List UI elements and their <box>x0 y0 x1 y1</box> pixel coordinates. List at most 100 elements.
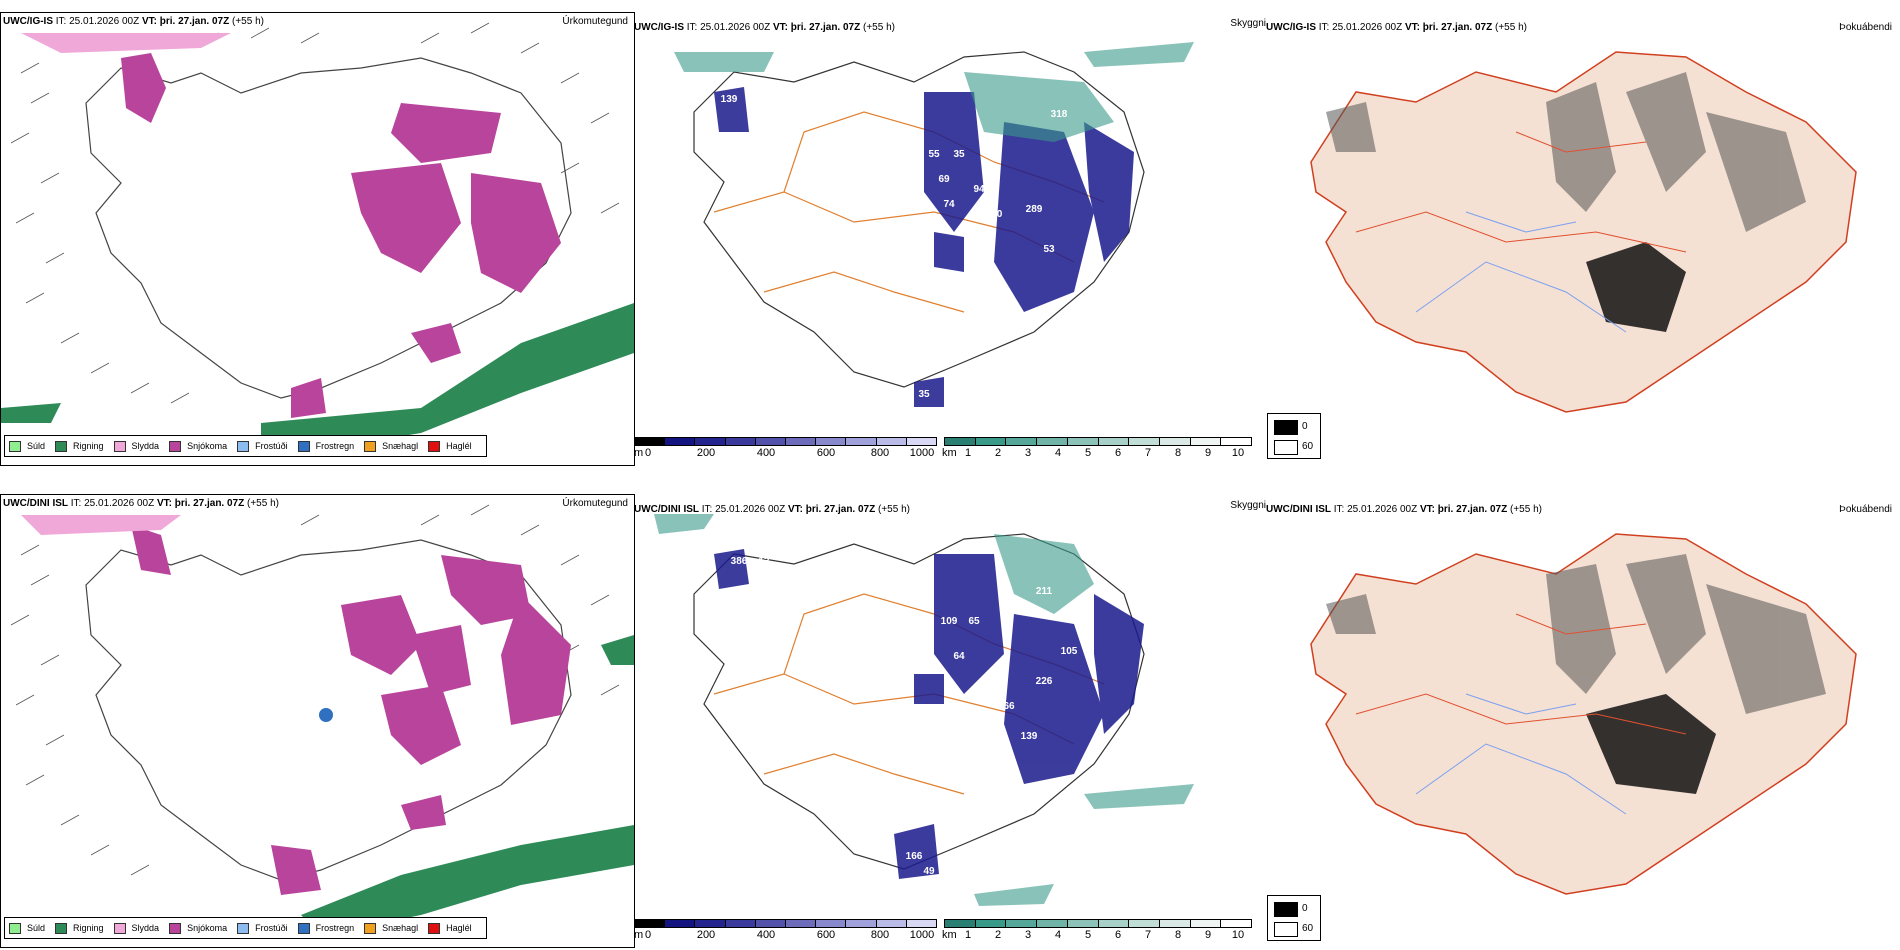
cloud-base-colorbar: m 0 200 400 600 800 1000 <box>634 919 937 941</box>
vis-value: 139 <box>1021 731 1038 742</box>
snow-areas <box>121 53 561 418</box>
tick-label: 0 <box>644 447 652 459</box>
tick-label: 200 <box>696 929 716 941</box>
tick-label: 7 <box>1144 929 1152 941</box>
iceland-outline <box>693 51 1145 388</box>
legend-swatch <box>169 440 182 452</box>
roads <box>1355 131 1687 253</box>
rivers <box>1415 693 1627 815</box>
visibility-panel-top: 139 93 55 35 69 74 94 300 318 289 53 88 … <box>634 12 1266 464</box>
fog-map-bottom <box>1310 533 1857 895</box>
panel-title: Úrkomutegund <box>562 16 628 27</box>
vis-value: 211 <box>1036 586 1053 597</box>
legend-item: Súld <box>9 922 45 934</box>
tick-label: 10 <box>1231 447 1245 459</box>
precip-legend: Súld Rigning Slydda Snjókoma Frostúði Fr… <box>4 435 487 457</box>
vis-value: 226 <box>1036 676 1053 687</box>
legend-item: Haglél <box>428 440 472 452</box>
fog-swatch-light <box>1274 440 1298 455</box>
tick-label: 6 <box>1114 929 1122 941</box>
tick-label: 8 <box>1174 929 1182 941</box>
tick-label: 4 <box>1054 447 1062 459</box>
tick-label: 1 <box>964 447 972 459</box>
vis-value: 35 <box>953 149 965 160</box>
tick-label: 6 <box>1114 447 1122 459</box>
tick-label: 8 <box>1174 447 1182 459</box>
legend-swatch <box>113 922 126 934</box>
panel-title: Þokuábendi <box>1839 22 1892 33</box>
visibility-colorbar: km 1 2 3 4 5 6 7 8 9 10 <box>942 437 1252 459</box>
fog-legend-bottom: 0 60 <box>1267 895 1321 941</box>
legend-item: Frostregn <box>297 922 354 934</box>
fog-label: 60 <box>1302 441 1314 452</box>
legend-swatch <box>55 440 68 452</box>
legend-swatch <box>9 440 21 452</box>
legend-swatch <box>364 440 377 452</box>
fog-label: 0 <box>1302 421 1308 432</box>
colorbar-ticks: 1 2 3 4 5 6 7 8 9 10 <box>944 447 1252 461</box>
legend-item: Haglél <box>428 922 472 934</box>
visibility-map-bottom: 386 12 83 109 65 64 211 105 226 66 139 5… <box>654 514 1194 906</box>
legend-swatch <box>9 922 21 934</box>
fog-panel-top: UWC/IG-IS IT: 25.01.2026 00Z VT: þri. 27… <box>1266 12 1900 464</box>
fog-panel-bottom: UWC/DINI ISL IT: 25.01.2026 00Z VT: þri.… <box>1266 494 1900 946</box>
colorbar-unit: km <box>942 447 957 459</box>
tick-label: 400 <box>756 447 776 459</box>
panel-title: Skyggni <box>1230 500 1266 511</box>
fog-shading <box>1326 554 1826 714</box>
vis-value: 109 <box>941 616 958 627</box>
visibility-teal <box>674 42 1194 142</box>
colorbar-swatches <box>634 437 937 446</box>
iceland-outline <box>85 539 572 881</box>
tick-label: 800 <box>870 929 890 941</box>
panel-title: Skyggni <box>1230 18 1266 29</box>
colorbar-ticks: 0 200 400 600 800 1000 <box>634 929 937 943</box>
cloud-base-colorbar: m 0 200 400 600 800 1000 <box>634 437 937 459</box>
precip-map-top <box>1 22 634 453</box>
legend-swatch <box>297 922 310 934</box>
tick-label: 1000 <box>909 447 935 459</box>
wind-barbs <box>10 504 620 876</box>
colorbar-swatches <box>634 919 937 928</box>
vis-value: 69 <box>938 174 950 185</box>
rivers <box>1415 211 1627 333</box>
legend-item: Rigning <box>55 922 104 934</box>
vis-value: 53 <box>1043 244 1055 255</box>
vis-value: 105 <box>1061 646 1078 657</box>
vis-value: 49 <box>923 866 935 877</box>
tick-label: 3 <box>1024 929 1032 941</box>
precip-map-bottom <box>10 504 634 935</box>
cloud-cover <box>714 549 1144 879</box>
colorbar-ticks: 0 200 400 600 800 1000 <box>634 447 937 461</box>
vis-value: 88 <box>908 249 920 260</box>
legend-swatch <box>428 440 441 452</box>
precip-type-panel-bottom: UWC/DINI ISL IT: 25.01.2026 00Z VT: þri.… <box>0 494 635 948</box>
legend-item: Snjókoma <box>169 922 227 934</box>
visibility-colorbar: km 1 2 3 4 5 6 7 8 9 10 <box>942 919 1252 941</box>
legend-item: Frostregn <box>297 440 354 452</box>
header-top-fog: UWC/IG-IS IT: 25.01.2026 00Z VT: þri. 27… <box>1266 22 1527 33</box>
tick-label: 400 <box>756 929 776 941</box>
header-bottom-precip: UWC/DINI ISL IT: 25.01.2026 00Z VT: þri.… <box>3 498 279 509</box>
vis-value: 66 <box>1003 701 1015 712</box>
legend-item: Frostúði <box>237 922 288 934</box>
tick-label: 5 <box>1084 447 1092 459</box>
fog-shading <box>1326 72 1806 232</box>
vis-value: 83 <box>718 591 730 602</box>
tick-label: 600 <box>816 447 836 459</box>
legend-swatch <box>297 440 310 452</box>
freezing-rain-spot <box>319 708 333 722</box>
panel-title: Þokuábendi <box>1839 504 1892 515</box>
tick-label: 1 <box>964 929 972 941</box>
legend-swatch <box>428 922 441 934</box>
vis-value: 12 <box>758 556 770 567</box>
tick-label: 800 <box>870 447 890 459</box>
snow-areas <box>131 525 571 895</box>
vis-value: 74 <box>943 199 955 210</box>
vis-value: 65 <box>968 616 980 627</box>
tick-label: 0 <box>644 929 652 941</box>
iceland-outline <box>85 57 572 399</box>
fog-label: 60 <box>1302 923 1314 934</box>
colorbar-unit: m <box>634 929 644 941</box>
visibility-values: 139 93 55 35 69 74 94 300 318 289 53 88 … <box>721 94 1068 400</box>
